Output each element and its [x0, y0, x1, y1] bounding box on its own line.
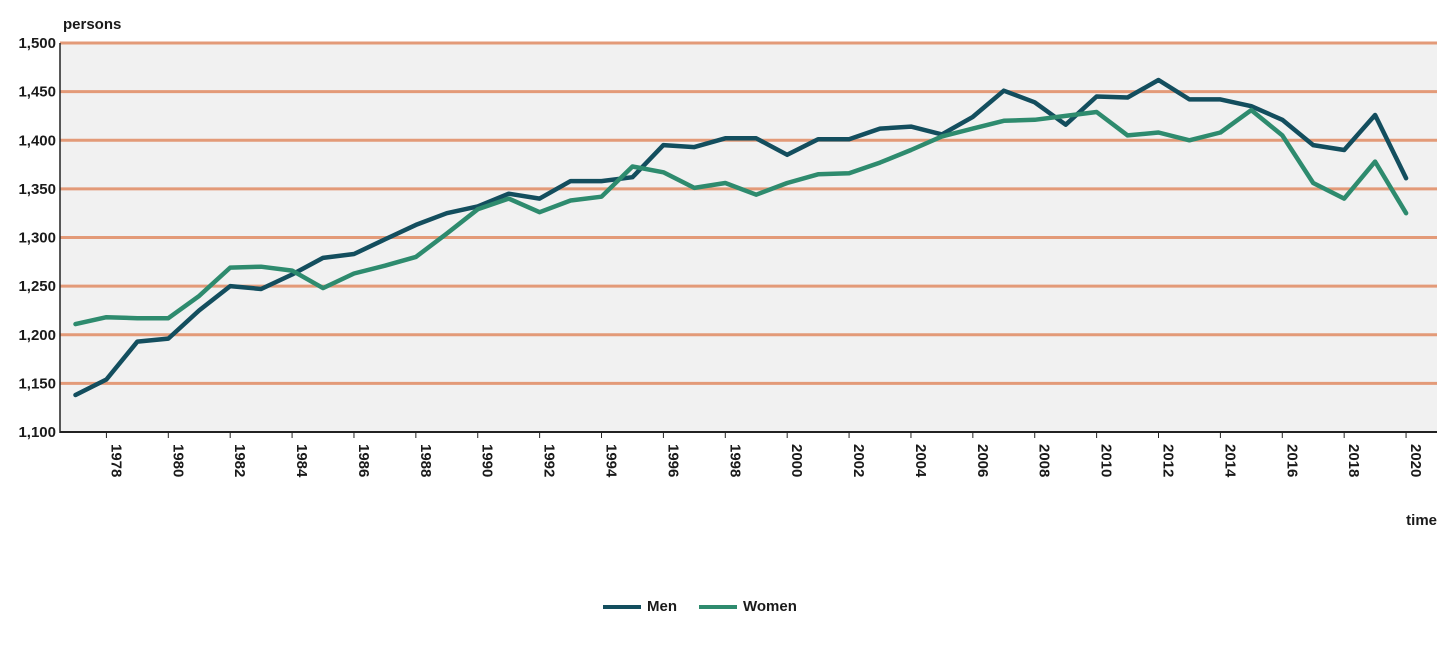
x-tick-label: 2006 [974, 444, 991, 477]
x-tick-label: 2002 [850, 444, 867, 477]
x-tick-label: 1992 [541, 444, 558, 477]
y-tick-label: 1,450 [18, 84, 56, 101]
x-tick-label: 2004 [912, 444, 929, 478]
x-tick-label: 1978 [107, 444, 124, 477]
x-tick-label: 1994 [603, 444, 620, 478]
y-tick-label: 1,400 [18, 132, 56, 149]
x-tick-label: 2016 [1283, 444, 1300, 477]
legend-item-men: Men [603, 598, 677, 615]
x-tick-label: 1984 [293, 444, 310, 478]
x-tick-label: 1986 [355, 444, 372, 477]
x-tick-label: 2014 [1221, 444, 1238, 478]
x-tick-label: 2018 [1345, 444, 1362, 477]
legend-swatch-women [699, 604, 737, 609]
series-line-women [73, 107, 1409, 327]
x-tick-label: 1996 [664, 444, 681, 477]
x-tick-label: 1982 [231, 444, 248, 477]
x-tick-label: 2010 [1098, 444, 1115, 477]
legend-label-women: Women [743, 598, 797, 615]
y-tick-label: 1,500 [18, 35, 56, 52]
x-tick-label: 2000 [788, 444, 805, 477]
x-tick-label: 2012 [1160, 444, 1177, 477]
x-tick-label: 1998 [726, 444, 743, 477]
x-tick-label: 1988 [417, 444, 434, 477]
legend-label-men: Men [647, 598, 677, 615]
x-tick-label: 1990 [479, 444, 496, 477]
x-tick-label: 2008 [1036, 444, 1053, 477]
x-axis-ticks: 1978 1980 1982 1984 1986 1988 1990 1992 1994 1996… [105, 432, 1424, 478]
legend-swatch-men [603, 604, 641, 609]
y-tick-label: 1,200 [18, 327, 56, 344]
y-tick-label: 1,250 [18, 278, 56, 295]
x-axis-label: time [1406, 512, 1437, 529]
y-tick-label: 1,300 [18, 230, 56, 247]
y-tick-label: 1,100 [18, 424, 56, 441]
y-axis-label: persons [63, 16, 121, 33]
y-tick-label: 1,150 [18, 375, 56, 392]
legend-item-women: Women [699, 598, 797, 615]
axes [59, 43, 1437, 433]
y-tick-label: 1,350 [18, 181, 56, 198]
x-tick-label: 1980 [169, 444, 186, 477]
series-lines [73, 77, 1409, 398]
legend: Men Women [603, 598, 797, 615]
y-axis-ticks: 1,100 1,150 1,200 1,250 1,300 1,350 1,400 1,450… [18, 35, 56, 441]
x-tick-label: 2020 [1407, 444, 1424, 477]
